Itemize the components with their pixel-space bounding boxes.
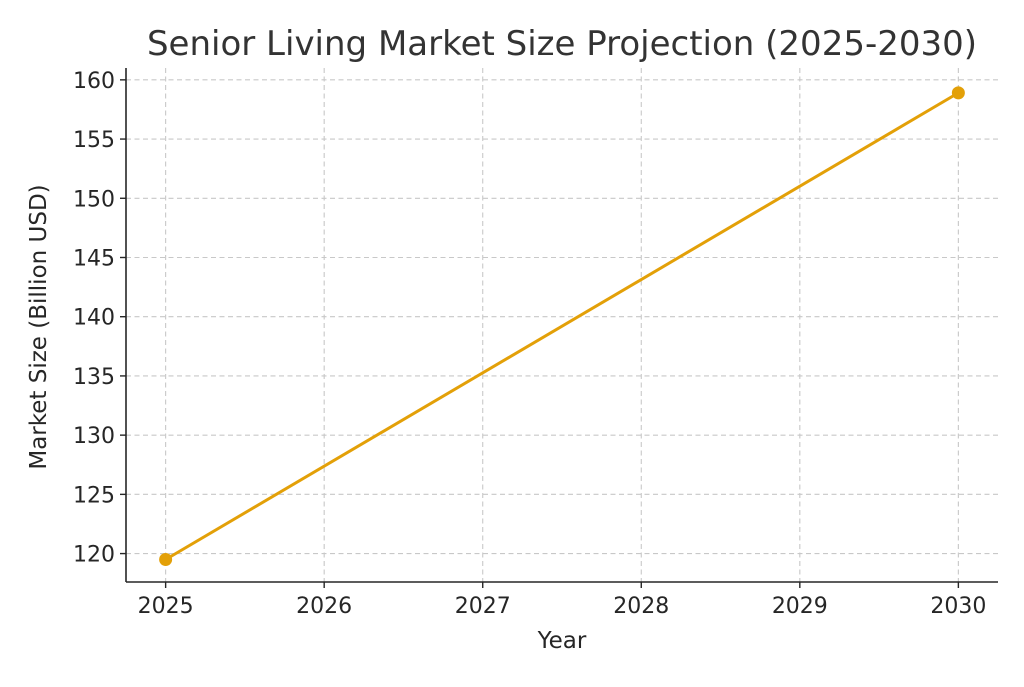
data-point (159, 552, 173, 566)
series (159, 86, 965, 566)
x-tick-label: 2029 (772, 594, 828, 619)
series-line (164, 91, 960, 561)
axes (120, 68, 998, 588)
x-tick-label: 2026 (296, 594, 352, 619)
y-tick-label: 140 (73, 306, 115, 331)
y-tick-label: 150 (73, 187, 115, 212)
y-tick-label: 125 (73, 483, 115, 508)
y-tick-label: 120 (73, 543, 115, 568)
x-tick-label: 2030 (930, 594, 986, 619)
x-tick-label: 2025 (138, 594, 194, 619)
y-axis-label: Market Size (Billion USD) (26, 184, 52, 469)
tick-labels: 2025 2026 2027 2028 2029 2030 120 125 130 135 140 1… (73, 69, 986, 619)
y-tick-label: 145 (73, 246, 115, 271)
y-tick-label: 135 (73, 365, 115, 390)
y-tick-label: 155 (73, 128, 115, 153)
x-tick-label: 2028 (613, 594, 669, 619)
y-tick-label: 160 (73, 69, 115, 94)
y-tick-label: 130 (73, 424, 115, 449)
chart-title: Senior Living Market Size Projection (20… (147, 24, 977, 64)
x-axis-label: Year (537, 628, 587, 654)
x-tick-label: 2027 (455, 594, 511, 619)
data-point (951, 86, 965, 100)
grid (126, 68, 998, 582)
